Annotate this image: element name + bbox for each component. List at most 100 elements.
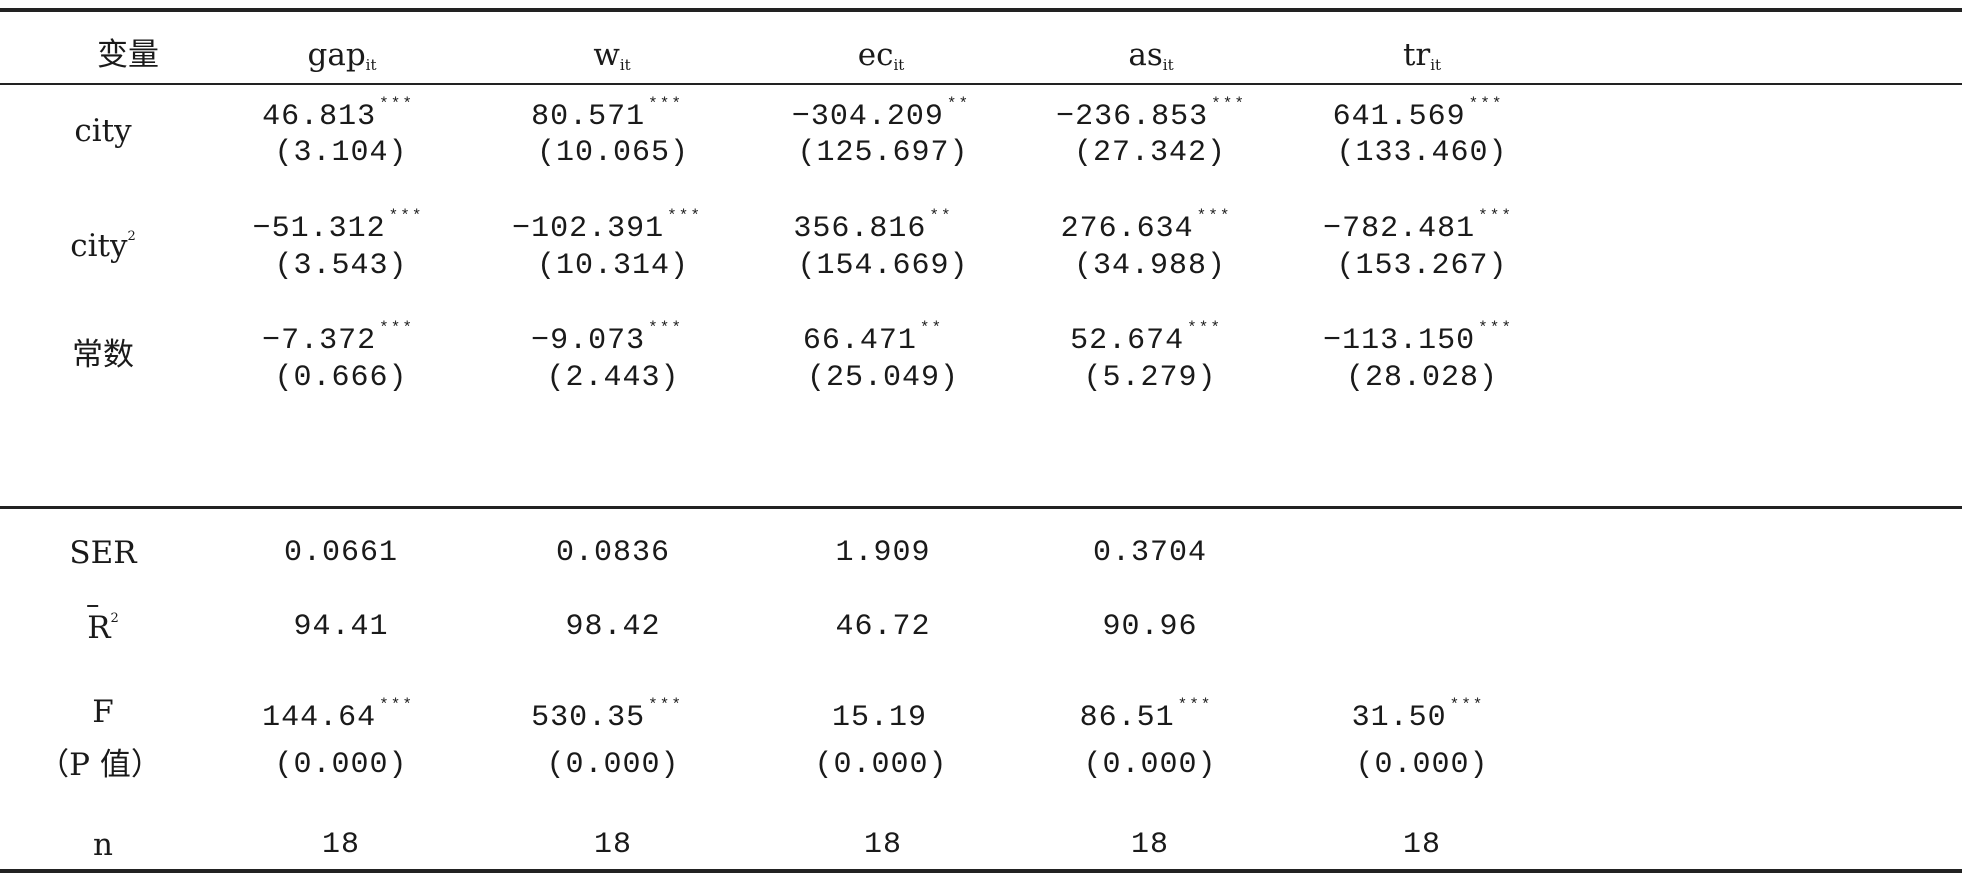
row-label-text: city <box>70 228 128 264</box>
significance-stars: *** <box>1177 696 1213 714</box>
row-label-p-value: （P 值） <box>38 747 162 783</box>
se-city2-w: (10.314) <box>536 249 690 283</box>
r2-as: 90.96 <box>1102 610 1198 644</box>
significance-stars: *** <box>648 696 683 714</box>
header-gap-base: gap <box>307 37 366 73</box>
f-as: 86.51 *** <box>1080 697 1213 733</box>
significance-stars: *** <box>1449 696 1485 714</box>
significance-stars: *** <box>1478 319 1513 337</box>
se-const-w: (2.443) <box>546 361 680 395</box>
p-gap: (0.000) <box>274 748 408 782</box>
coef-value: 80.571 <box>531 100 646 134</box>
header-ec: ecit <box>858 40 905 73</box>
r2-gap: 94.41 <box>293 610 389 644</box>
p-ec: (0.000) <box>814 748 948 782</box>
coef-value: 52.674 <box>1070 324 1185 358</box>
coef-city2-tr: −782.481 *** <box>1323 208 1513 244</box>
f-w: 530.35 *** <box>531 697 683 733</box>
se-const-as: (5.279) <box>1083 361 1217 395</box>
coef-const-gap: −7.372 *** <box>262 320 414 356</box>
p-w: (0.000) <box>546 748 680 782</box>
row-label-ser: SER <box>69 535 137 571</box>
se-const-tr: (28.028) <box>1345 361 1499 395</box>
coef-city-gap: 46.813 *** <box>262 96 414 132</box>
coef-value: −102.391 <box>512 212 665 246</box>
ser-ec: 1.909 <box>835 536 931 570</box>
header-tr: trit <box>1403 40 1441 73</box>
coef-const-w: −9.073 *** <box>531 320 683 356</box>
header-gap-sub: it <box>365 56 377 74</box>
f-tr: 31.50 *** <box>1352 697 1485 733</box>
coef-city-as: −236.853 *** <box>1056 96 1246 132</box>
significance-stars: *** <box>1187 319 1222 337</box>
coef-city-tr: 641.569 *** <box>1333 96 1504 132</box>
se-city2-as: (34.988) <box>1073 249 1227 283</box>
coef-value: 46.813 <box>262 100 377 134</box>
middle-rule <box>0 506 1962 509</box>
se-city2-gap: (3.543) <box>274 249 408 283</box>
row-label-city-squared: city2 <box>70 230 136 262</box>
coef-value: 641.569 <box>1332 100 1466 134</box>
header-ec-base: ec <box>857 37 894 73</box>
ser-w: 0.0836 <box>555 536 671 570</box>
se-city-gap: (3.104) <box>274 136 408 170</box>
significance-stars: *** <box>1196 207 1232 225</box>
coef-const-tr: −113.150 *** <box>1323 320 1513 356</box>
p-as: (0.000) <box>1083 748 1217 782</box>
r-bar-text: R <box>87 605 111 646</box>
n-as: 18 <box>1130 828 1170 862</box>
f-value: 530.35 <box>531 701 646 735</box>
coef-const-as: 52.674 *** <box>1070 320 1222 356</box>
f-value: 144.64 <box>262 701 377 735</box>
bottom-rule <box>0 869 1962 873</box>
header-tr-sub: it <box>1430 56 1442 74</box>
coef-city2-w: −102.391 *** <box>512 208 702 244</box>
significance-stars: ** <box>919 319 944 337</box>
f-ec: 15.19 <box>832 697 930 733</box>
coef-city-ec: −304.209 ** <box>792 96 970 132</box>
significance-stars: ** <box>929 207 953 225</box>
significance-stars: *** <box>648 95 683 113</box>
significance-stars: *** <box>388 207 424 225</box>
header-tr-base: tr <box>1402 37 1431 73</box>
coef-value: −236.853 <box>1056 100 1209 134</box>
se-city-tr: (133.460) <box>1336 136 1508 170</box>
row-label-constant: 常数 <box>72 337 134 373</box>
coef-value: 66.471 <box>802 324 917 358</box>
se-city-ec: (125.697) <box>797 136 969 170</box>
significance-stars: *** <box>379 95 414 113</box>
coef-const-ec: 66.471 ** <box>803 320 943 356</box>
row-label-f: F <box>92 694 114 730</box>
header-gap: gapit <box>308 40 377 73</box>
significance-stars: *** <box>1468 95 1504 113</box>
header-w-sub: it <box>619 56 631 74</box>
n-ec: 18 <box>863 828 903 862</box>
significance-stars: *** <box>1211 95 1246 113</box>
se-city-w: (10.065) <box>536 136 690 170</box>
ser-as: 0.3704 <box>1092 536 1208 570</box>
coef-value: 356.816 <box>793 212 927 246</box>
coef-value: −113.150 <box>1323 324 1476 358</box>
coef-value: −304.209 <box>791 100 944 134</box>
coef-city2-ec: 356.816 ** <box>793 208 952 244</box>
significance-stars: ** <box>946 95 971 113</box>
significance-stars: *** <box>1478 207 1513 225</box>
se-city2-tr: (153.267) <box>1336 249 1508 283</box>
header-w-base: w <box>593 37 620 73</box>
coef-value: 276.634 <box>1060 212 1194 246</box>
n-gap: 18 <box>321 828 361 862</box>
f-gap: 144.64 *** <box>262 697 414 733</box>
se-const-gap: (0.666) <box>274 361 408 395</box>
header-as: asit <box>1128 40 1173 73</box>
coef-city2-gap: −51.312 *** <box>253 208 424 244</box>
coef-value: −51.312 <box>252 212 386 246</box>
row-label-superscript: 2 <box>127 229 136 244</box>
f-value: 86.51 <box>1079 701 1175 735</box>
r2-w: 98.42 <box>565 610 661 644</box>
header-ec-sub: it <box>893 56 905 74</box>
f-value: 31.50 <box>1351 701 1447 735</box>
ser-gap: 0.0661 <box>283 536 399 570</box>
r-bar-superscript: 2 <box>110 611 119 626</box>
row-label-n: n <box>93 827 113 863</box>
